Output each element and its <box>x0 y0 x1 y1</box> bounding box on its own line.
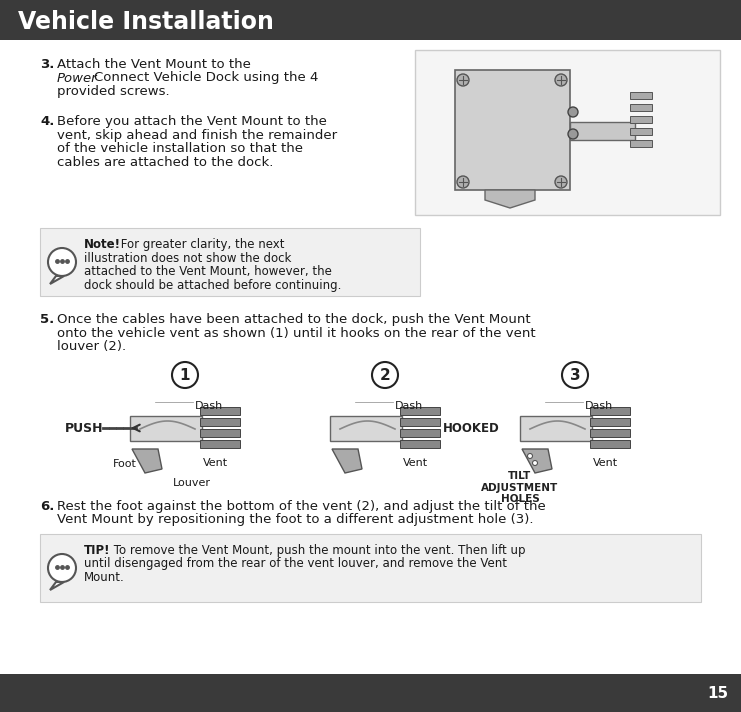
Text: 4.: 4. <box>40 115 54 128</box>
Bar <box>200 440 240 448</box>
Text: Vent: Vent <box>203 458 228 468</box>
Polygon shape <box>522 449 552 473</box>
Circle shape <box>528 454 533 459</box>
Bar <box>0 674 741 712</box>
Bar <box>590 440 630 448</box>
Circle shape <box>562 362 588 388</box>
Text: Vent: Vent <box>403 458 428 468</box>
Text: Attach the Vent Mount to the: Attach the Vent Mount to the <box>57 58 251 71</box>
Polygon shape <box>50 276 64 284</box>
Text: Louver: Louver <box>173 478 211 488</box>
Text: Once the cables have been attached to the dock, push the Vent Mount: Once the cables have been attached to th… <box>57 313 531 326</box>
Circle shape <box>457 74 469 86</box>
Bar <box>590 407 630 415</box>
Text: TILT
ADJUSTMENT
HOLES: TILT ADJUSTMENT HOLES <box>482 471 559 504</box>
Bar <box>520 416 592 441</box>
Text: of the vehicle installation so that the: of the vehicle installation so that the <box>57 142 303 155</box>
Text: Dash: Dash <box>585 401 614 411</box>
Text: provided screws.: provided screws. <box>57 85 170 98</box>
Text: Vent: Vent <box>593 458 618 468</box>
Circle shape <box>172 362 198 388</box>
Bar <box>400 407 440 415</box>
Text: PUSH: PUSH <box>65 422 104 434</box>
Circle shape <box>48 248 76 276</box>
Text: Before you attach the Vent Mount to the: Before you attach the Vent Mount to the <box>57 115 327 128</box>
Bar <box>415 50 720 215</box>
Bar <box>40 534 701 602</box>
Text: onto the vehicle vent as shown (1) until it hooks on the rear of the vent: onto the vehicle vent as shown (1) until… <box>57 327 536 340</box>
Bar <box>400 440 440 448</box>
Text: 5.: 5. <box>40 313 54 326</box>
Bar <box>200 429 240 437</box>
Text: dock should be attached before continuing.: dock should be attached before continuin… <box>84 278 342 291</box>
Text: 3.: 3. <box>40 58 54 71</box>
Text: Vehicle Installation: Vehicle Installation <box>18 10 274 34</box>
Bar <box>570 122 635 140</box>
Text: TIP!: TIP! <box>84 544 110 557</box>
Polygon shape <box>485 190 535 208</box>
Bar <box>200 407 240 415</box>
Polygon shape <box>50 582 64 590</box>
Text: attached to the Vent Mount, however, the: attached to the Vent Mount, however, the <box>84 265 332 278</box>
Text: 1: 1 <box>180 367 190 382</box>
Text: vent, skip ahead and finish the remainder: vent, skip ahead and finish the remainde… <box>57 128 337 142</box>
Text: 6.: 6. <box>40 500 54 513</box>
Bar <box>40 228 420 296</box>
Text: HOOKED: HOOKED <box>443 422 499 434</box>
Bar <box>400 418 440 426</box>
Bar <box>630 116 652 123</box>
Circle shape <box>568 107 578 117</box>
Text: 3: 3 <box>570 367 580 382</box>
Bar <box>630 140 652 147</box>
Bar <box>455 70 570 190</box>
Text: Dash: Dash <box>195 401 223 411</box>
Bar <box>130 416 202 441</box>
Circle shape <box>555 74 567 86</box>
Text: Rest the foot against the bottom of the vent (2), and adjust the tilt of the: Rest the foot against the bottom of the … <box>57 500 546 513</box>
Circle shape <box>457 176 469 188</box>
Bar <box>630 92 652 99</box>
Text: 2: 2 <box>379 367 391 382</box>
Bar <box>0 0 741 40</box>
Bar <box>200 418 240 426</box>
Text: Note!: Note! <box>84 238 121 251</box>
Text: illustration does not show the dock: illustration does not show the dock <box>84 251 291 264</box>
Circle shape <box>555 176 567 188</box>
Polygon shape <box>332 449 362 473</box>
Bar <box>590 418 630 426</box>
Text: 15: 15 <box>708 686 728 701</box>
Text: For greater clarity, the next: For greater clarity, the next <box>117 238 285 251</box>
Polygon shape <box>132 449 162 473</box>
Text: Power: Power <box>57 71 98 85</box>
Circle shape <box>48 554 76 582</box>
Text: louver (2).: louver (2). <box>57 340 126 353</box>
Bar <box>590 429 630 437</box>
Circle shape <box>568 129 578 139</box>
Bar <box>630 104 652 111</box>
Text: Foot: Foot <box>113 459 137 469</box>
Text: Mount.: Mount. <box>84 571 124 584</box>
Text: Vent Mount by repositioning the foot to a different adjustment hole (3).: Vent Mount by repositioning the foot to … <box>57 513 534 526</box>
Bar <box>330 416 402 441</box>
Circle shape <box>533 461 537 466</box>
Text: To remove the Vent Mount, push the mount into the vent. Then lift up: To remove the Vent Mount, push the mount… <box>110 544 525 557</box>
Text: cables are attached to the dock.: cables are attached to the dock. <box>57 155 273 169</box>
Text: until disengaged from the rear of the vent louver, and remove the Vent: until disengaged from the rear of the ve… <box>84 557 507 570</box>
Bar <box>630 128 652 135</box>
Text: Connect Vehicle Dock using the 4: Connect Vehicle Dock using the 4 <box>94 71 319 85</box>
Text: Dash: Dash <box>395 401 423 411</box>
Circle shape <box>372 362 398 388</box>
Bar <box>400 429 440 437</box>
